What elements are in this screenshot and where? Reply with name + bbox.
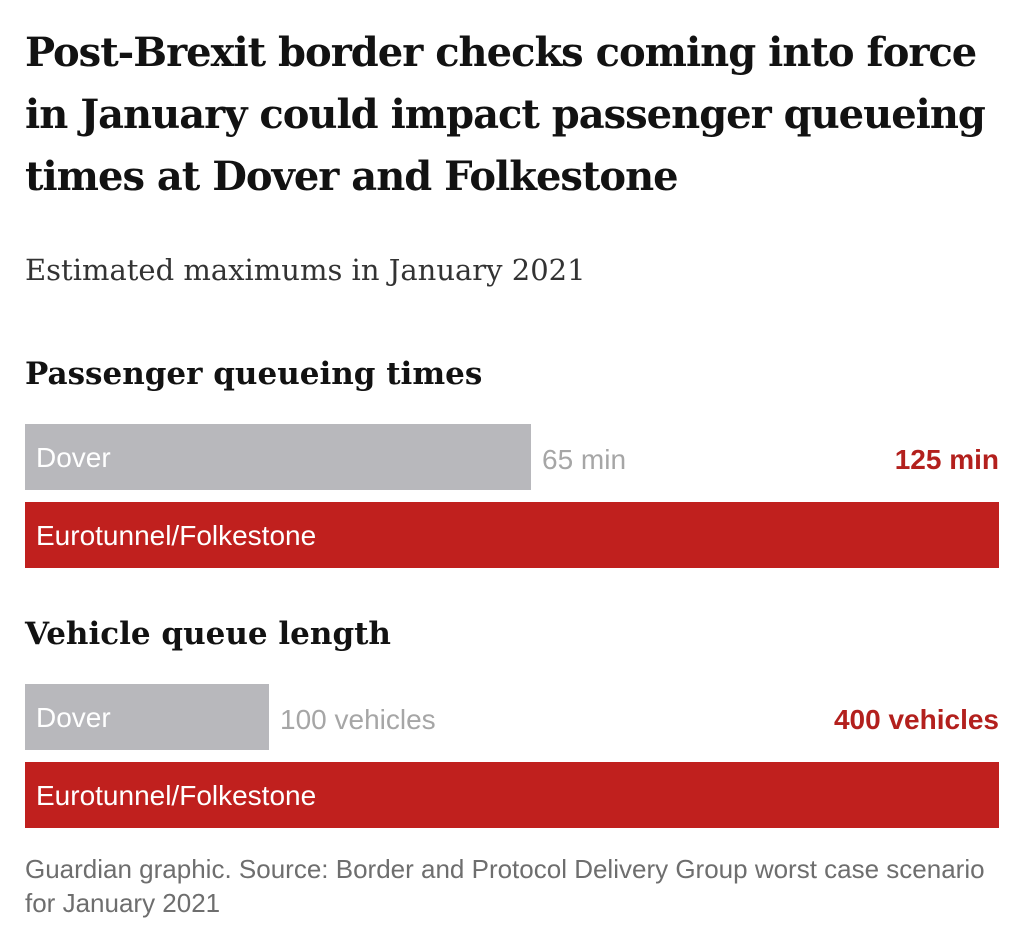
passenger-queueing-chart: Dover Eurotunnel/Folkestone 65 min 125 min [25, 424, 999, 568]
bar-dover [25, 424, 531, 490]
value-label-dover: 65 min [542, 444, 626, 475]
value-label-eurotunnel-folkestone: 125 min [895, 444, 999, 475]
bar-eurotunnel-folkestone [25, 762, 999, 828]
bar-label-dover: Dover [36, 702, 111, 733]
chart-subtitle: Estimated maximums in January 2021 [25, 253, 586, 287]
value-label-dover: 100 vehicles [280, 704, 436, 735]
bar-label-eurotunnel-folkestone: Eurotunnel/Folkestone [36, 780, 316, 811]
section-heading-passenger: Passenger queueing times [25, 356, 483, 392]
bar-label-dover: Dover [36, 442, 111, 473]
bar-label-eurotunnel-folkestone: Eurotunnel/Folkestone [36, 520, 316, 551]
vehicle-queue-chart: Dover Eurotunnel/Folkestone 100 vehicles 40… [25, 684, 999, 828]
value-label-eurotunnel-folkestone: 400 vehicles [834, 704, 999, 735]
chart-title: Post-Brexit border checks coming into fo… [25, 29, 986, 200]
bar-dover [25, 684, 269, 750]
section-heading-vehicle: Vehicle queue length [25, 616, 391, 652]
bar-eurotunnel-folkestone [25, 502, 999, 568]
source-note: Guardian graphic. Source: Border and Pro… [25, 854, 985, 918]
